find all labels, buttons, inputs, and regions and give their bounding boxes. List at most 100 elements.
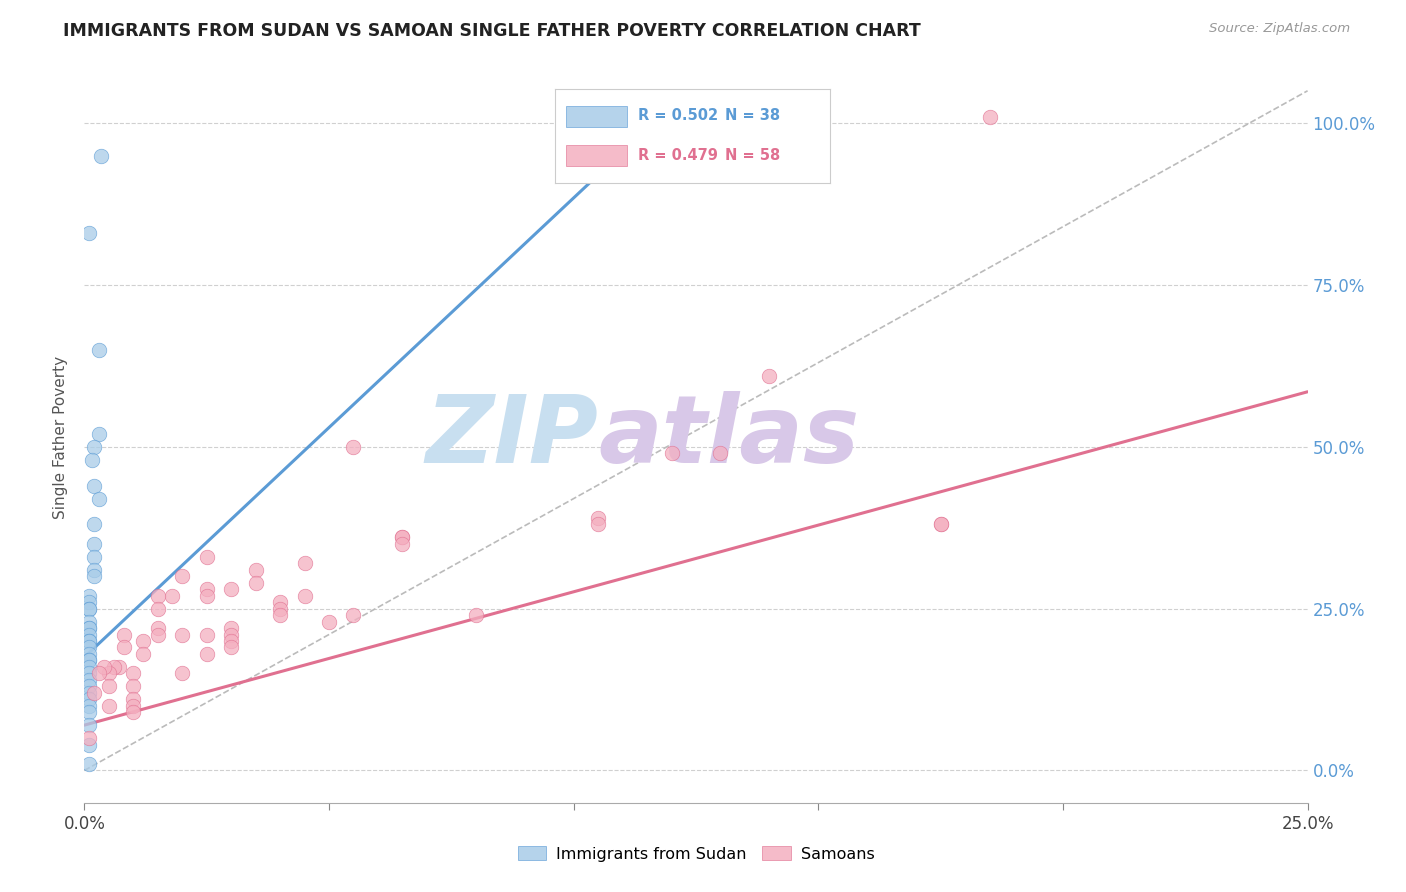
- Point: [294, 589, 316, 603]
- Point: [172, 569, 194, 583]
- Text: ZIP: ZIP: [425, 391, 598, 483]
- Point: [318, 615, 340, 629]
- Point: [294, 557, 316, 571]
- Point: [245, 575, 267, 590]
- Point: [87, 491, 110, 506]
- Point: [93, 660, 115, 674]
- Point: [83, 440, 105, 454]
- Point: [83, 478, 105, 492]
- Text: N = 38: N = 38: [725, 109, 780, 123]
- Point: [77, 666, 100, 681]
- Point: [77, 640, 100, 655]
- Point: [87, 666, 110, 681]
- Point: [112, 640, 135, 655]
- Point: [83, 549, 105, 564]
- Point: [77, 718, 100, 732]
- Point: [83, 517, 105, 532]
- Point: [77, 601, 100, 615]
- Bar: [567, 145, 627, 166]
- Point: [77, 756, 100, 771]
- Point: [464, 608, 486, 623]
- Point: [87, 426, 110, 441]
- Point: [391, 537, 413, 551]
- Point: [758, 368, 780, 383]
- Point: [77, 621, 100, 635]
- Point: [586, 511, 609, 525]
- Point: [122, 705, 145, 719]
- Point: [219, 621, 242, 635]
- Point: [391, 530, 413, 544]
- Point: [172, 627, 194, 641]
- Point: [219, 627, 242, 641]
- Point: [132, 647, 155, 661]
- Text: Source: ZipAtlas.com: Source: ZipAtlas.com: [1209, 22, 1350, 36]
- Point: [97, 698, 120, 713]
- Point: [107, 660, 129, 674]
- Point: [77, 738, 100, 752]
- Point: [77, 647, 100, 661]
- Point: [77, 653, 100, 667]
- Point: [269, 601, 291, 615]
- Point: [979, 110, 1001, 124]
- Text: R = 0.502: R = 0.502: [638, 109, 717, 123]
- Point: [112, 627, 135, 641]
- Point: [342, 440, 364, 454]
- Point: [77, 653, 100, 667]
- Point: [342, 608, 364, 623]
- Text: IMMIGRANTS FROM SUDAN VS SAMOAN SINGLE FATHER POVERTY CORRELATION CHART: IMMIGRANTS FROM SUDAN VS SAMOAN SINGLE F…: [63, 22, 921, 40]
- Point: [709, 446, 731, 460]
- Bar: [567, 106, 627, 127]
- Point: [97, 666, 120, 681]
- Point: [219, 582, 242, 597]
- Point: [122, 666, 145, 681]
- Point: [77, 731, 100, 745]
- Point: [219, 640, 242, 655]
- Point: [122, 692, 145, 706]
- Point: [77, 679, 100, 693]
- Point: [77, 621, 100, 635]
- Point: [77, 601, 100, 615]
- Text: N = 58: N = 58: [725, 148, 780, 163]
- Point: [195, 582, 218, 597]
- Point: [391, 530, 413, 544]
- Point: [77, 673, 100, 687]
- Point: [586, 517, 609, 532]
- Point: [195, 549, 218, 564]
- Point: [77, 634, 100, 648]
- Legend: Immigrants from Sudan, Samoans: Immigrants from Sudan, Samoans: [512, 839, 880, 868]
- Point: [122, 698, 145, 713]
- Point: [195, 647, 218, 661]
- Point: [97, 679, 120, 693]
- Point: [77, 627, 100, 641]
- Point: [245, 563, 267, 577]
- Point: [929, 517, 952, 532]
- Point: [77, 226, 100, 240]
- Point: [146, 627, 169, 641]
- Point: [90, 148, 112, 162]
- Text: R = 0.479: R = 0.479: [638, 148, 717, 163]
- Point: [146, 589, 169, 603]
- Point: [132, 634, 155, 648]
- Y-axis label: Single Father Poverty: Single Father Poverty: [53, 356, 69, 518]
- Point: [929, 517, 952, 532]
- Point: [77, 698, 100, 713]
- Point: [80, 452, 103, 467]
- Point: [661, 446, 683, 460]
- Point: [77, 660, 100, 674]
- Point: [77, 634, 100, 648]
- Point: [77, 692, 100, 706]
- Point: [77, 705, 100, 719]
- Point: [162, 589, 184, 603]
- Point: [269, 608, 291, 623]
- Point: [83, 686, 105, 700]
- Point: [77, 595, 100, 609]
- Point: [269, 595, 291, 609]
- Point: [195, 589, 218, 603]
- Point: [146, 621, 169, 635]
- Point: [83, 537, 105, 551]
- Point: [146, 601, 169, 615]
- Point: [83, 569, 105, 583]
- Text: atlas: atlas: [598, 391, 859, 483]
- Point: [87, 343, 110, 357]
- Point: [122, 679, 145, 693]
